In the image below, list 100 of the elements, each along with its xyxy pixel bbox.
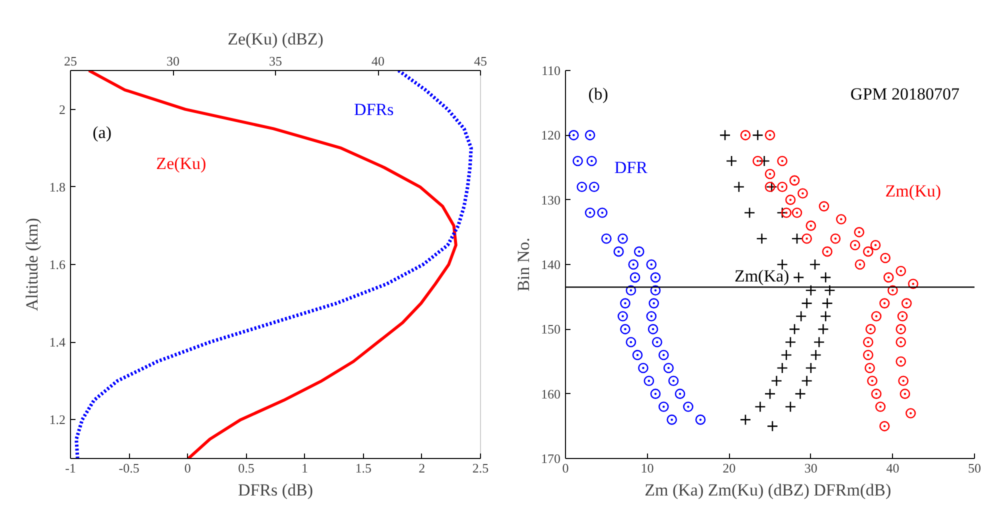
point (663, 362, 674, 374)
point (830, 233, 841, 244)
point (806, 220, 816, 231)
point (658, 350, 669, 360)
point (805, 284, 817, 296)
point (638, 362, 648, 374)
point (620, 298, 630, 308)
point (726, 155, 738, 167)
x2-tick-label: 40 (372, 54, 384, 68)
x2-tick-label: 45 (474, 54, 487, 68)
point (822, 246, 832, 257)
y-tick-label: 1.2 (49, 412, 66, 428)
point (586, 156, 597, 166)
point (756, 232, 768, 244)
point (883, 272, 894, 283)
point (795, 310, 807, 322)
point (620, 324, 630, 334)
y-tick-label: 170 (541, 451, 560, 466)
x-tick-label: 0 (184, 460, 191, 476)
point (818, 324, 829, 335)
point (776, 362, 788, 374)
point (792, 272, 804, 284)
x-tick-label: 20 (722, 460, 736, 476)
point (813, 336, 825, 348)
y-tick-label: 1.4 (49, 334, 66, 350)
point (871, 311, 882, 322)
point (896, 266, 906, 276)
point (744, 207, 756, 218)
point (864, 362, 875, 374)
point (809, 258, 821, 270)
y-tick-label: 1.6 (49, 257, 66, 272)
point (777, 182, 788, 192)
text: Zm(Ku) (885, 181, 942, 200)
point (626, 336, 636, 348)
point (650, 272, 661, 283)
point (784, 401, 796, 412)
point (870, 240, 881, 250)
point (822, 298, 833, 309)
series-label: DFR (614, 158, 648, 177)
point (805, 362, 817, 374)
point (740, 130, 751, 140)
point (818, 201, 830, 212)
y-axis-title: Altitude (km) (22, 218, 42, 312)
point (648, 298, 659, 308)
y-tick-label: 160 (541, 386, 560, 402)
text: Ze(Ku) (156, 154, 206, 174)
point (854, 227, 864, 238)
point (776, 258, 788, 270)
point (752, 130, 764, 141)
point (801, 375, 812, 387)
point (908, 278, 918, 290)
point (871, 388, 882, 399)
point (674, 388, 686, 399)
point (781, 208, 792, 218)
point (789, 175, 800, 186)
y-tick-label: 2 (59, 102, 66, 117)
y-tick-label: 1.8 (49, 179, 66, 194)
point (628, 259, 639, 270)
x-tick-label: 0 (562, 460, 569, 476)
y-tick-label: 140 (541, 257, 560, 272)
point (897, 311, 908, 322)
point (683, 402, 694, 412)
point (764, 388, 776, 400)
point (798, 188, 808, 199)
y-tick-label: 150 (541, 322, 560, 337)
x2-axis-title: Ze(Ku) (dBZ) (228, 30, 324, 48)
point (770, 375, 782, 387)
point (666, 414, 677, 425)
point (758, 155, 770, 167)
point (650, 285, 661, 296)
point (788, 324, 800, 335)
point (792, 208, 802, 218)
point (644, 376, 654, 386)
point (898, 376, 908, 386)
point (618, 311, 628, 322)
point (630, 272, 640, 283)
x2-tick-label: 30 (166, 54, 180, 68)
annotation: (b) (588, 84, 608, 104)
y-axis-title: Bin No. (514, 238, 533, 292)
point (863, 350, 874, 360)
x-tick-label: 2.5 (472, 460, 489, 476)
y-tick-label: 130 (541, 192, 560, 208)
point (900, 388, 910, 399)
point (588, 182, 600, 192)
series-label: Zm(Ka) (734, 266, 790, 286)
x2-tick-label: 25 (64, 54, 77, 68)
point (863, 336, 874, 348)
point (646, 311, 657, 322)
point (740, 414, 752, 426)
point (810, 349, 822, 361)
point (646, 259, 657, 270)
point (820, 310, 832, 322)
x-tick-label: 30 (804, 460, 818, 476)
point (802, 233, 812, 244)
point (634, 246, 644, 257)
x-tick-label: 1 (302, 460, 308, 476)
x-axis-title: DFRs (dB) (238, 480, 314, 500)
annotation: GPM 20180707 (850, 84, 960, 104)
point (875, 402, 886, 412)
point (695, 414, 706, 425)
